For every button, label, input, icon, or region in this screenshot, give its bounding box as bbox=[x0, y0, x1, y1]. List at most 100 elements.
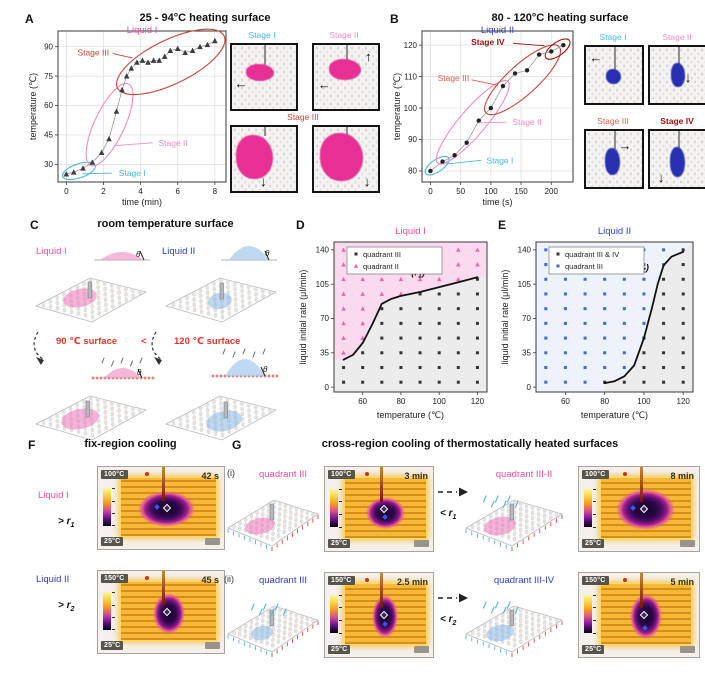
pillar bbox=[265, 641, 269, 646]
panel-letter-c: C bbox=[30, 218, 39, 232]
pillar bbox=[104, 420, 108, 426]
rate-gt-r2: > r2 bbox=[58, 600, 74, 613]
rain-dash bbox=[250, 603, 255, 611]
data-point bbox=[174, 45, 181, 52]
arrowhead bbox=[36, 357, 44, 365]
pillar bbox=[530, 521, 535, 526]
direction-arrow-icon: ↓ bbox=[260, 174, 267, 190]
pillar bbox=[512, 536, 517, 542]
y-tick-label: 30 bbox=[44, 160, 53, 169]
droplet-shape bbox=[229, 246, 269, 260]
x-tick-label: 50 bbox=[456, 187, 465, 196]
pillar bbox=[199, 299, 203, 304]
stage-label: Stage I bbox=[119, 168, 146, 178]
heated-plate bbox=[343, 582, 428, 647]
scatter-point bbox=[456, 247, 461, 252]
scatter-point bbox=[662, 365, 666, 369]
scatter-point bbox=[380, 365, 384, 369]
red-dot-marker bbox=[364, 472, 369, 477]
pillar bbox=[268, 290, 272, 295]
surface-90c-label: 90 ℃ surface bbox=[56, 336, 118, 347]
data-point bbox=[70, 169, 77, 175]
pillar bbox=[536, 628, 541, 634]
pillar bbox=[282, 630, 287, 636]
elapsed-time-label: 5 min bbox=[670, 577, 694, 587]
colorbar-tick bbox=[593, 501, 596, 503]
liquid-blob bbox=[235, 134, 273, 180]
rate-lt-r1: < r1 bbox=[440, 508, 456, 521]
pillar bbox=[542, 508, 547, 514]
scatter-point bbox=[681, 277, 685, 281]
pillar bbox=[48, 299, 52, 304]
colorbar-tick bbox=[593, 526, 596, 528]
menu-badge bbox=[680, 540, 695, 547]
pillar bbox=[213, 313, 218, 318]
pillar bbox=[96, 290, 100, 295]
data-point bbox=[524, 68, 530, 73]
pillar bbox=[283, 620, 287, 625]
pillar bbox=[299, 519, 304, 524]
pillar bbox=[48, 304, 53, 309]
pillar bbox=[110, 283, 114, 288]
pillar bbox=[205, 408, 210, 413]
scatter-point bbox=[398, 276, 404, 282]
theta-symbol: θ bbox=[136, 250, 141, 259]
pillar bbox=[124, 292, 128, 297]
pillar bbox=[299, 625, 304, 630]
scatter-point bbox=[399, 380, 403, 384]
scatter-point bbox=[418, 365, 422, 369]
scatter-point bbox=[456, 321, 460, 325]
scatter-point bbox=[360, 320, 365, 326]
y-tick-label: 90 bbox=[44, 42, 53, 51]
scatter-point bbox=[475, 321, 479, 325]
pillar bbox=[283, 625, 287, 630]
pillar bbox=[220, 314, 225, 320]
red-dot-marker bbox=[144, 575, 149, 580]
chart-liquid2-heating: 0 50 100 150 200 80 90 100 110 120 time (s) tempera… bbox=[392, 26, 574, 207]
pillar bbox=[255, 621, 259, 627]
elapsed-time-label: 8 min bbox=[670, 471, 694, 481]
x-axis-label: temperature (℃) bbox=[377, 410, 444, 420]
dispensing-needle bbox=[678, 131, 680, 148]
scatter-point bbox=[342, 365, 346, 369]
data-point bbox=[89, 159, 96, 165]
pillar bbox=[117, 290, 121, 295]
schematic-quadrant3-blue bbox=[227, 603, 319, 657]
pillar bbox=[536, 623, 541, 629]
x-tick-label: 60 bbox=[561, 397, 570, 406]
pillar bbox=[282, 635, 286, 641]
heated-plate bbox=[599, 582, 693, 647]
panel-letter-a: A bbox=[25, 12, 34, 26]
pillar bbox=[185, 418, 189, 424]
needle bbox=[223, 401, 228, 419]
data-point bbox=[476, 118, 481, 123]
row-i-index: (i) bbox=[227, 468, 235, 478]
pillar bbox=[131, 293, 135, 299]
pillar bbox=[206, 429, 211, 434]
scatter-point bbox=[456, 351, 460, 355]
pillar bbox=[76, 429, 81, 434]
label-line bbox=[471, 79, 499, 86]
needle bbox=[509, 503, 514, 521]
pillar bbox=[524, 620, 529, 625]
pillar bbox=[219, 401, 223, 406]
photo-stage4-liquid2: ↓ bbox=[648, 129, 705, 189]
pillar bbox=[283, 508, 287, 514]
pillar bbox=[536, 507, 541, 512]
pillar bbox=[226, 285, 230, 290]
pillar bbox=[506, 620, 511, 625]
stage-label: Stage III bbox=[438, 73, 470, 83]
x-tick-label: 0 bbox=[428, 187, 433, 196]
x-tick-label: 100 bbox=[484, 187, 498, 196]
cooled-region bbox=[138, 490, 195, 527]
pillar bbox=[524, 529, 529, 535]
pillar bbox=[294, 618, 298, 623]
legend-marker bbox=[556, 264, 560, 268]
pillar bbox=[500, 507, 505, 512]
pillar bbox=[261, 507, 265, 512]
pillar bbox=[512, 500, 517, 505]
pillar bbox=[62, 307, 67, 313]
pillar bbox=[212, 281, 216, 287]
pillar bbox=[288, 621, 293, 627]
dashed-arrow-ii bbox=[438, 593, 468, 603]
